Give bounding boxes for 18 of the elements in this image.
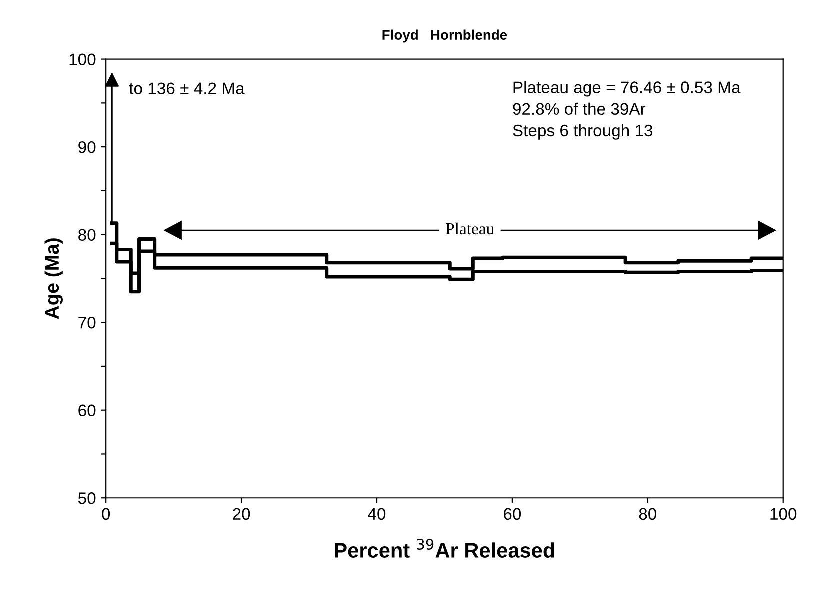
- y-axis-title: Age (Ma): [44, 238, 63, 320]
- x-axis-title: Percent $^{39}$Ar Released: [335, 538, 554, 558]
- x-tick-label: 60: [504, 508, 522, 520]
- y-tick-label: 50: [78, 492, 96, 504]
- x-tick-label: 80: [639, 508, 657, 520]
- y-tick-label: 60: [78, 404, 96, 417]
- annotation: Plateau: [446, 222, 494, 235]
- annotation: Plateau age = 76.46 ± 0.53 Ma 92.8% of the 39Ar Steps 6 through 13: [513, 81, 741, 140]
- annotation: to 136 ± 4.2 Ma: [129, 82, 245, 94]
- y-tick-label: 100: [70, 54, 96, 66]
- x-tick-label: 20: [233, 508, 250, 520]
- y-tick-label: 70: [78, 316, 96, 329]
- x-tick-label: 40: [368, 508, 386, 520]
- x-tick-label: 100: [770, 508, 797, 520]
- y-tick-label: 80: [78, 229, 96, 242]
- chart-title: Floyd Hornblende: [382, 30, 508, 43]
- y-tick-label: 90: [78, 141, 96, 154]
- x-tick-label: 0: [102, 508, 110, 520]
